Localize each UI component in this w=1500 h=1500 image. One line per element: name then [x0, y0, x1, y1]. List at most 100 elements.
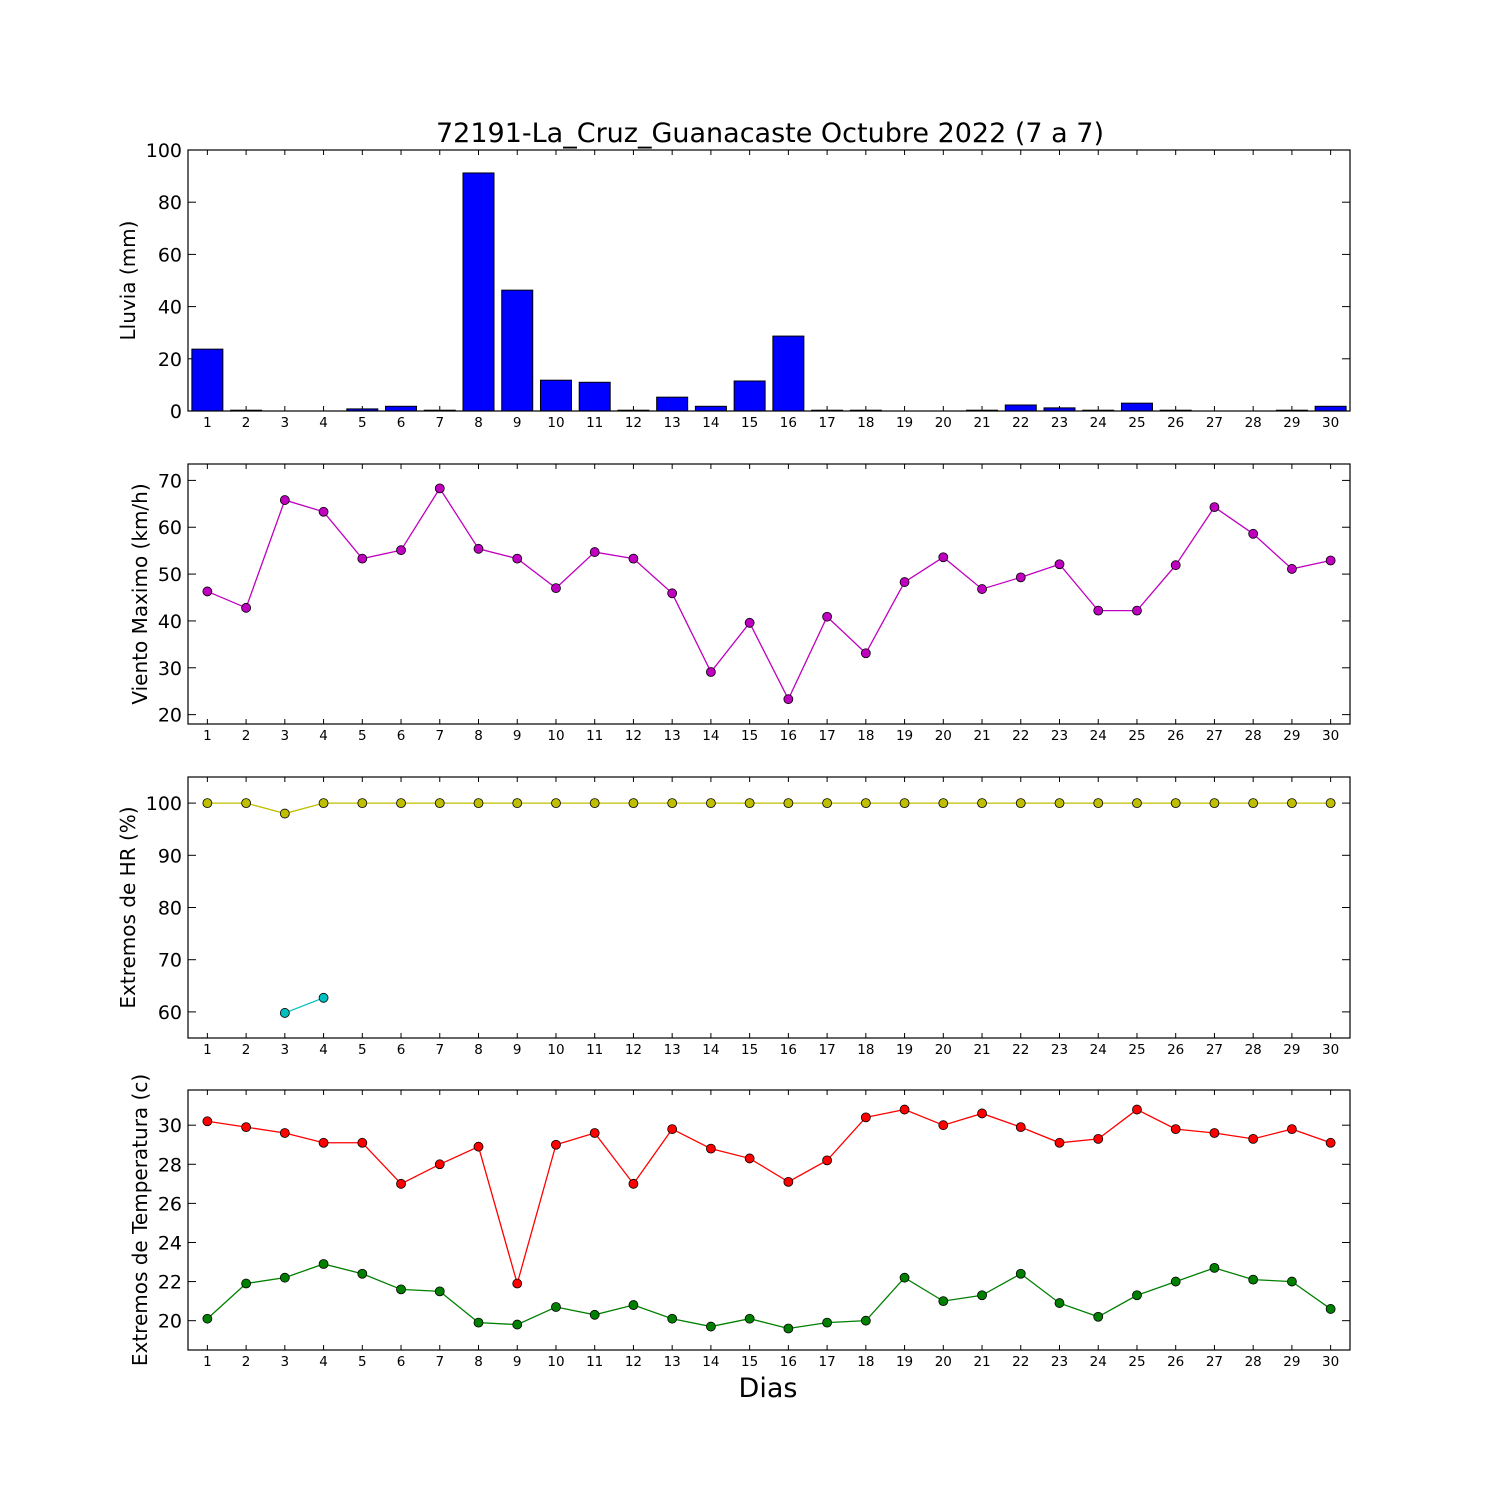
temperatura-series-1-point [202, 1313, 213, 1324]
temperatura-series-0-point [202, 1116, 213, 1127]
viento-series-0-point [1209, 502, 1220, 512]
temperatura-series-1-point [473, 1317, 484, 1328]
humedad-xtick-label: 6 [397, 1042, 406, 1058]
temperatura-series-1-point [589, 1309, 600, 1320]
temperatura-xtick-label: 14 [702, 1354, 719, 1370]
chart-title: 72191-La_Cruz_Guanacaste Octubre 2022 (7… [436, 118, 1104, 149]
temperatura-xtick-label: 28 [1245, 1354, 1262, 1370]
viento-xtick-label: 3 [281, 728, 290, 744]
temperatura-series-0-point [318, 1137, 329, 1148]
viento-xtick-label: 15 [741, 728, 758, 744]
humedad-xtick-label: 22 [1012, 1042, 1029, 1058]
humedad-ytick-label: 100 [146, 793, 182, 815]
viento-series-0-point [202, 586, 213, 597]
humedad-series-0-point [822, 798, 832, 808]
viento-xtick-label: 6 [397, 728, 406, 744]
viento-xtick-label: 28 [1245, 728, 1262, 744]
viento-series-0-point [357, 553, 368, 564]
viento-xtick-label: 2 [242, 728, 251, 744]
lluvia-xtick-label: 20 [935, 415, 952, 431]
lluvia-xtick-label: 6 [397, 415, 406, 431]
temperatura-series-1-point [860, 1315, 871, 1326]
humedad-xtick-label: 8 [474, 1042, 483, 1058]
lluvia-xtick-label: 4 [319, 415, 328, 431]
viento-series-0-point [279, 495, 290, 505]
temperatura-series-1-point [822, 1317, 832, 1328]
humedad-series-0-point [318, 798, 329, 808]
lluvia-xtick-label: 11 [586, 415, 603, 431]
viento-xtick-label: 16 [780, 728, 797, 744]
temperatura-series-0-point [1170, 1124, 1181, 1134]
temperatura-series-0-point [1287, 1124, 1297, 1134]
lluvia-xtick-label: 14 [702, 415, 719, 431]
viento-xtick-label: 21 [973, 728, 990, 744]
humedad-xtick-label: 23 [1051, 1042, 1068, 1058]
viento-series-0-point [318, 506, 329, 517]
humedad-ytick-label: 60 [158, 1002, 182, 1024]
viento-xtick-label: 8 [474, 728, 483, 744]
lluvia-xtick-label: 1 [203, 415, 212, 431]
temperatura-xtick-label: 20 [935, 1354, 952, 1370]
viento-xtick-label: 1 [203, 728, 212, 744]
humedad-series-0-point [977, 798, 987, 808]
viento-series-0-point [589, 547, 600, 557]
humedad-series-0-point [434, 798, 445, 808]
temperatura-xtick-label: 23 [1051, 1354, 1068, 1370]
humedad-series-0-point [357, 798, 368, 808]
humedad-series-1-point [318, 992, 329, 1003]
lluvia-ytick-label: 100 [146, 140, 182, 162]
viento-xtick-label: 12 [625, 728, 642, 744]
temperatura-series-1-point [1287, 1276, 1297, 1287]
temperatura-series-0-point [434, 1159, 445, 1170]
lluvia-y-axis-label: Lluvia (mm) [116, 221, 140, 341]
temperatura-series-0-point [667, 1124, 678, 1134]
humedad-xtick-label: 10 [547, 1042, 564, 1058]
temperatura-xtick-label: 15 [741, 1354, 758, 1370]
humedad-xtick-label: 18 [857, 1042, 874, 1058]
temperatura-series-1-point [977, 1290, 987, 1301]
viento-xtick-label: 18 [857, 728, 874, 744]
viento-xtick-label: 14 [702, 728, 719, 744]
temperatura-series-0-point [822, 1155, 832, 1166]
temperatura-series-0-point [628, 1178, 639, 1189]
viento-xtick-label: 7 [435, 728, 444, 744]
viento-xtick-label: 19 [896, 728, 913, 744]
viento-series-0-point [473, 543, 484, 554]
temperatura-xtick-label: 10 [547, 1354, 564, 1370]
humedad-series-0-point [1287, 798, 1297, 808]
temperatura-ytick-label: 22 [158, 1272, 182, 1294]
humedad-series-0-point [1209, 798, 1220, 808]
lluvia-xtick-label: 7 [435, 415, 444, 431]
humedad-xtick-label: 21 [973, 1042, 990, 1058]
temperatura-xtick-label: 8 [474, 1354, 483, 1370]
lluvia-xtick-label: 30 [1322, 415, 1339, 431]
viento-series-0-point [860, 648, 871, 659]
lluvia-xtick-label: 10 [547, 415, 564, 431]
humedad-series-1-point [279, 1008, 290, 1018]
temperatura-series-1-point [1248, 1274, 1259, 1285]
viento-series-0-point [1170, 560, 1181, 571]
viento-series-0-point [744, 617, 755, 628]
temperatura-series-1-point [318, 1259, 329, 1269]
viento-series-0-point [512, 553, 523, 564]
temperatura-xtick-label: 6 [397, 1354, 406, 1370]
lluvia-xtick-label: 16 [780, 415, 797, 431]
humedad-series-0-point [241, 798, 252, 808]
temperatura-series-0-point [1015, 1122, 1026, 1133]
temperatura-series-1-point [628, 1300, 639, 1310]
temperatura-y-axis-label: Extremos de Temperatura (c) [128, 1074, 152, 1366]
humedad-series-0-point [551, 798, 561, 808]
humedad-xtick-label: 27 [1206, 1042, 1223, 1058]
temperatura-series-0-point [938, 1120, 949, 1131]
humedad-y-axis-label: Extremos de HR (%) [116, 806, 140, 1008]
lluvia-xtick-label: 19 [896, 415, 913, 431]
temperatura-xtick-label: 5 [358, 1354, 367, 1370]
temperatura-series-0-point [744, 1153, 755, 1164]
humedad-xtick-label: 1 [203, 1042, 212, 1058]
temperatura-series-1-point [396, 1284, 406, 1295]
humedad-series-0-point [589, 798, 600, 808]
temperatura-panel: Extremos de Temperatura (c) 2022242628301… [128, 1074, 1351, 1370]
lluvia-axes-frame [187, 149, 1351, 412]
temperatura-xtick-label: 9 [513, 1354, 522, 1370]
humedad-xtick-label: 29 [1283, 1042, 1300, 1058]
